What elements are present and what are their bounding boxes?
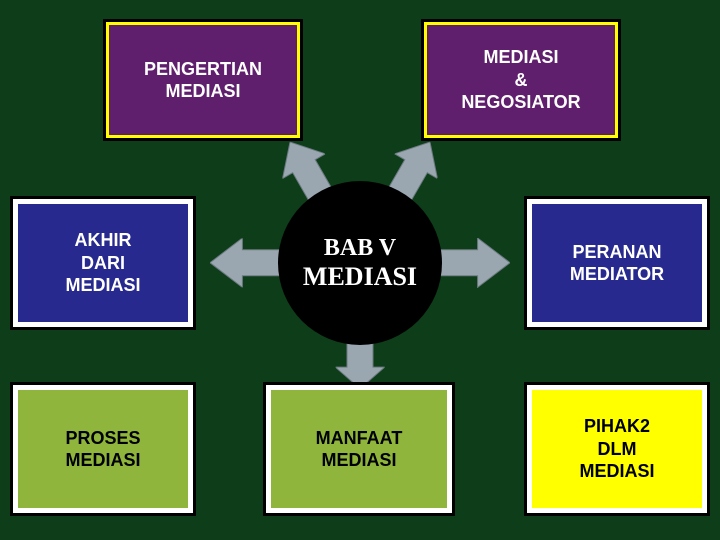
center-label-line1: BAB V: [324, 235, 396, 262]
center-node: BAB VMEDIASI: [278, 181, 442, 345]
box-label-pihak: PIHAK2 DLM MEDIASI: [579, 415, 654, 483]
box-pengertian: PENGERTIAN MEDIASI: [103, 19, 303, 141]
box-label-akhir: AKHIR DARI MEDIASI: [65, 229, 140, 297]
box-label-peranan: PERANAN MEDIATOR: [570, 241, 664, 286]
box-peranan: PERANAN MEDIATOR: [524, 196, 710, 330]
box-negosiator: MEDIASI & NEGOSIATOR: [421, 19, 621, 141]
arrow-to-peranan: [438, 238, 510, 287]
center-label-line2: MEDIASI: [303, 262, 417, 292]
box-label-pengertian: PENGERTIAN MEDIASI: [144, 58, 262, 103]
arrow-to-akhir: [210, 238, 282, 287]
box-proses: PROSES MEDIASI: [10, 382, 196, 516]
box-manfaat: MANFAAT MEDIASI: [263, 382, 455, 516]
box-label-negosiator: MEDIASI & NEGOSIATOR: [461, 46, 580, 114]
box-akhir: AKHIR DARI MEDIASI: [10, 196, 196, 330]
box-pihak: PIHAK2 DLM MEDIASI: [524, 382, 710, 516]
box-label-proses: PROSES MEDIASI: [65, 427, 140, 472]
diagram-canvas: PENGERTIAN MEDIASI MEDIASI & NEGOSIATOR AK…: [0, 0, 720, 540]
box-label-manfaat: MANFAAT MEDIASI: [316, 427, 403, 472]
